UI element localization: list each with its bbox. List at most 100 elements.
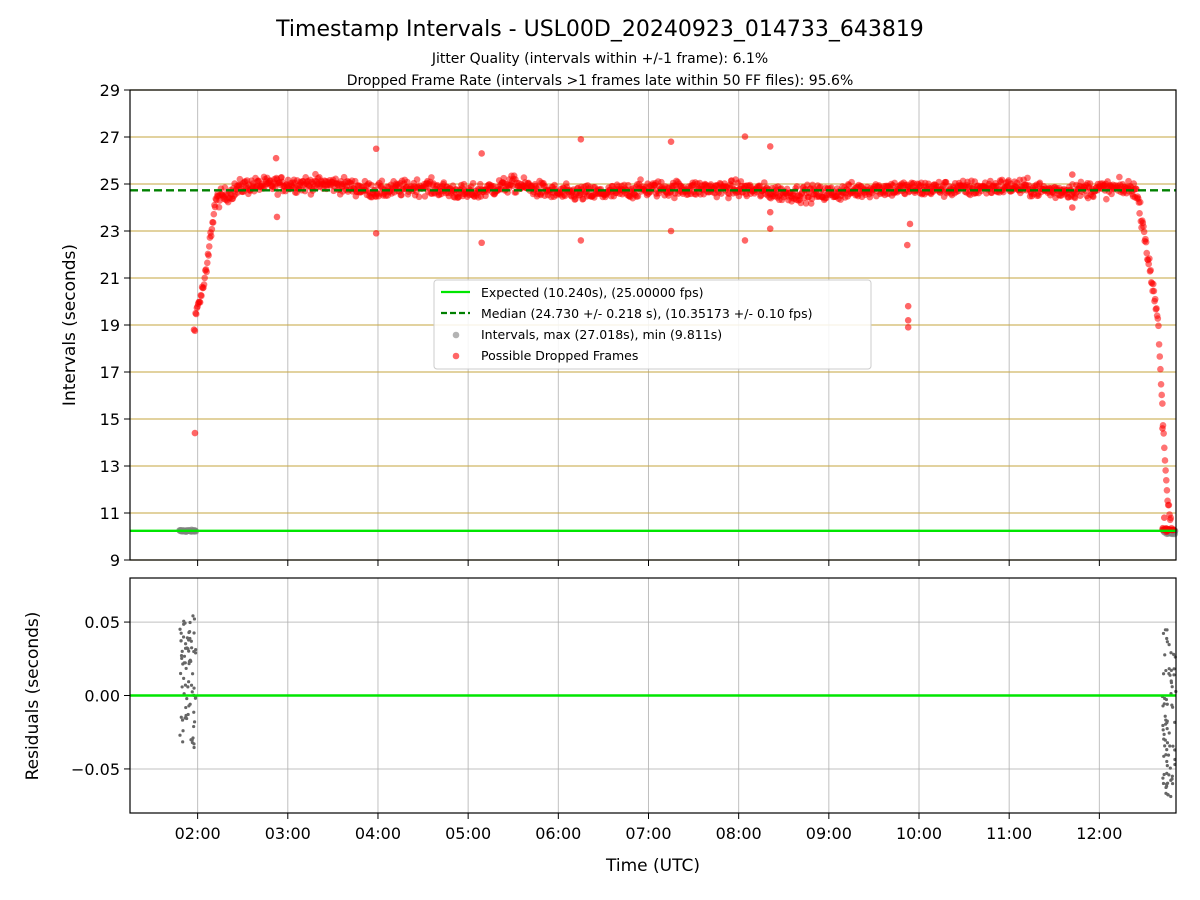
dropped-frame-point bbox=[198, 292, 205, 300]
bottom-panel-residual-points bbox=[178, 614, 1178, 799]
dropped-frame-point bbox=[1146, 255, 1153, 262]
residual-point bbox=[1161, 728, 1165, 732]
dropped-frame-outlier-23 bbox=[1069, 204, 1076, 211]
residual-point bbox=[1162, 702, 1166, 706]
bottom-y-tick-label-0: −0.05 bbox=[71, 760, 120, 779]
dropped-frame-point bbox=[201, 274, 208, 282]
x-tick-label-5: 07:00 bbox=[625, 824, 671, 843]
dropped-frame-point bbox=[205, 243, 213, 250]
residual-point bbox=[187, 649, 191, 653]
dropped-frame-point bbox=[398, 191, 405, 199]
residual-point bbox=[1167, 667, 1171, 671]
residual-point bbox=[1164, 697, 1169, 702]
residual-point bbox=[192, 686, 196, 690]
bottom-panel-x-ticks: 02:00 03:00 04:00 05:00 06:00 07:00 08:00 09:00… bbox=[175, 813, 1122, 843]
residual-point bbox=[187, 680, 191, 684]
dropped-frame-point bbox=[1024, 174, 1031, 182]
residual-point bbox=[1171, 744, 1175, 748]
dropped-frame-point bbox=[209, 219, 217, 226]
residual-point bbox=[1167, 672, 1171, 676]
dropped-frame-point bbox=[987, 177, 994, 185]
dropped-frame-outlier-17 bbox=[903, 241, 911, 249]
residual-point bbox=[192, 710, 196, 714]
bottom-panel: −0.050.000.05 02:00 03:00 04:00 05:00 06:00 0… bbox=[23, 577, 1178, 843]
residual-point bbox=[1165, 764, 1169, 768]
bottom-y-tick-label-2: 0.05 bbox=[84, 613, 120, 632]
top-y-tick-label-8: 25 bbox=[100, 175, 120, 194]
dropped-frame-outlier-10 bbox=[667, 138, 675, 145]
residual-point bbox=[1161, 776, 1165, 780]
residual-point bbox=[185, 696, 189, 701]
dropped-frame-outlier-13 bbox=[741, 237, 749, 244]
residual-point bbox=[192, 631, 196, 635]
dropped-frame-outlier-1 bbox=[190, 326, 198, 334]
residual-point bbox=[192, 745, 196, 750]
dropped-frame-point bbox=[1154, 315, 1162, 322]
dropped-frame-point bbox=[1161, 444, 1168, 452]
residual-point bbox=[1171, 705, 1175, 709]
residual-point bbox=[1161, 631, 1166, 636]
residual-point bbox=[1164, 718, 1168, 722]
residual-point bbox=[187, 638, 191, 642]
dropped-frame-point bbox=[1130, 180, 1138, 187]
top-panel-series-lines bbox=[130, 189, 1176, 533]
residual-point bbox=[180, 718, 185, 722]
residual-point bbox=[1165, 702, 1169, 706]
dropped-frame-point bbox=[1153, 305, 1160, 312]
dropped-frame-point bbox=[204, 259, 211, 267]
residual-point bbox=[1163, 714, 1167, 718]
residual-point bbox=[192, 617, 197, 621]
residual-point bbox=[1168, 766, 1172, 770]
chart-title: Timestamp Intervals - USL00D_20240923_01… bbox=[275, 17, 924, 42]
residual-point bbox=[189, 639, 193, 643]
residual-point bbox=[1172, 667, 1176, 671]
residual-point bbox=[1165, 727, 1169, 731]
residual-point bbox=[1170, 774, 1174, 778]
residual-point bbox=[1169, 651, 1173, 655]
top-y-tick-label-0: 9 bbox=[110, 551, 120, 570]
residual-point bbox=[187, 704, 191, 708]
dropped-frame-point bbox=[1160, 430, 1167, 437]
dropped-frame-point bbox=[208, 225, 216, 233]
dropped-frame-point bbox=[1147, 266, 1154, 274]
x-axis-label: Time (UTC) bbox=[605, 856, 700, 876]
residual-point bbox=[179, 631, 183, 635]
dropped-frame-outlier-18 bbox=[906, 220, 914, 228]
residual-point bbox=[1161, 781, 1166, 786]
residual-point bbox=[183, 683, 188, 687]
residual-point bbox=[1169, 679, 1173, 683]
dropped-frame-point bbox=[1167, 514, 1175, 522]
residual-point bbox=[1165, 741, 1170, 745]
residual-point bbox=[183, 646, 188, 650]
dropped-frame-point bbox=[1162, 476, 1170, 484]
residual-point bbox=[179, 653, 184, 658]
dropped-frame-point bbox=[1162, 467, 1169, 474]
residual-point bbox=[1169, 778, 1173, 782]
dropped-frame-point bbox=[1136, 210, 1143, 217]
residual-point bbox=[1162, 732, 1166, 736]
dropped-frame-point bbox=[1140, 228, 1148, 236]
dropped-frame-point bbox=[761, 179, 768, 186]
dropped-frame-point bbox=[274, 191, 281, 198]
residual-point bbox=[189, 683, 194, 687]
dropped-frame-outlier-5 bbox=[372, 230, 380, 237]
residual-point bbox=[183, 716, 187, 720]
residual-point bbox=[178, 671, 183, 676]
residual-point bbox=[179, 639, 183, 643]
top-y-tick-label-1: 11 bbox=[100, 504, 120, 523]
dropped-frame-point bbox=[404, 178, 411, 186]
dropped-frame-point bbox=[368, 181, 375, 189]
dropped-frame-outlier-4 bbox=[372, 145, 380, 153]
dropped-frame-point bbox=[637, 176, 644, 183]
dropped-frame-point bbox=[802, 200, 810, 207]
dropped-frame-outlier-11 bbox=[667, 227, 675, 235]
residual-point bbox=[1164, 791, 1168, 795]
dropped-frame-point bbox=[460, 180, 468, 188]
dropped-frame-point bbox=[421, 193, 429, 200]
dropped-frame-point bbox=[1086, 180, 1094, 187]
x-tick-label-9: 11:00 bbox=[986, 824, 1032, 843]
residual-point bbox=[181, 740, 185, 744]
residual-point bbox=[192, 724, 196, 729]
residual-point bbox=[1169, 794, 1173, 799]
